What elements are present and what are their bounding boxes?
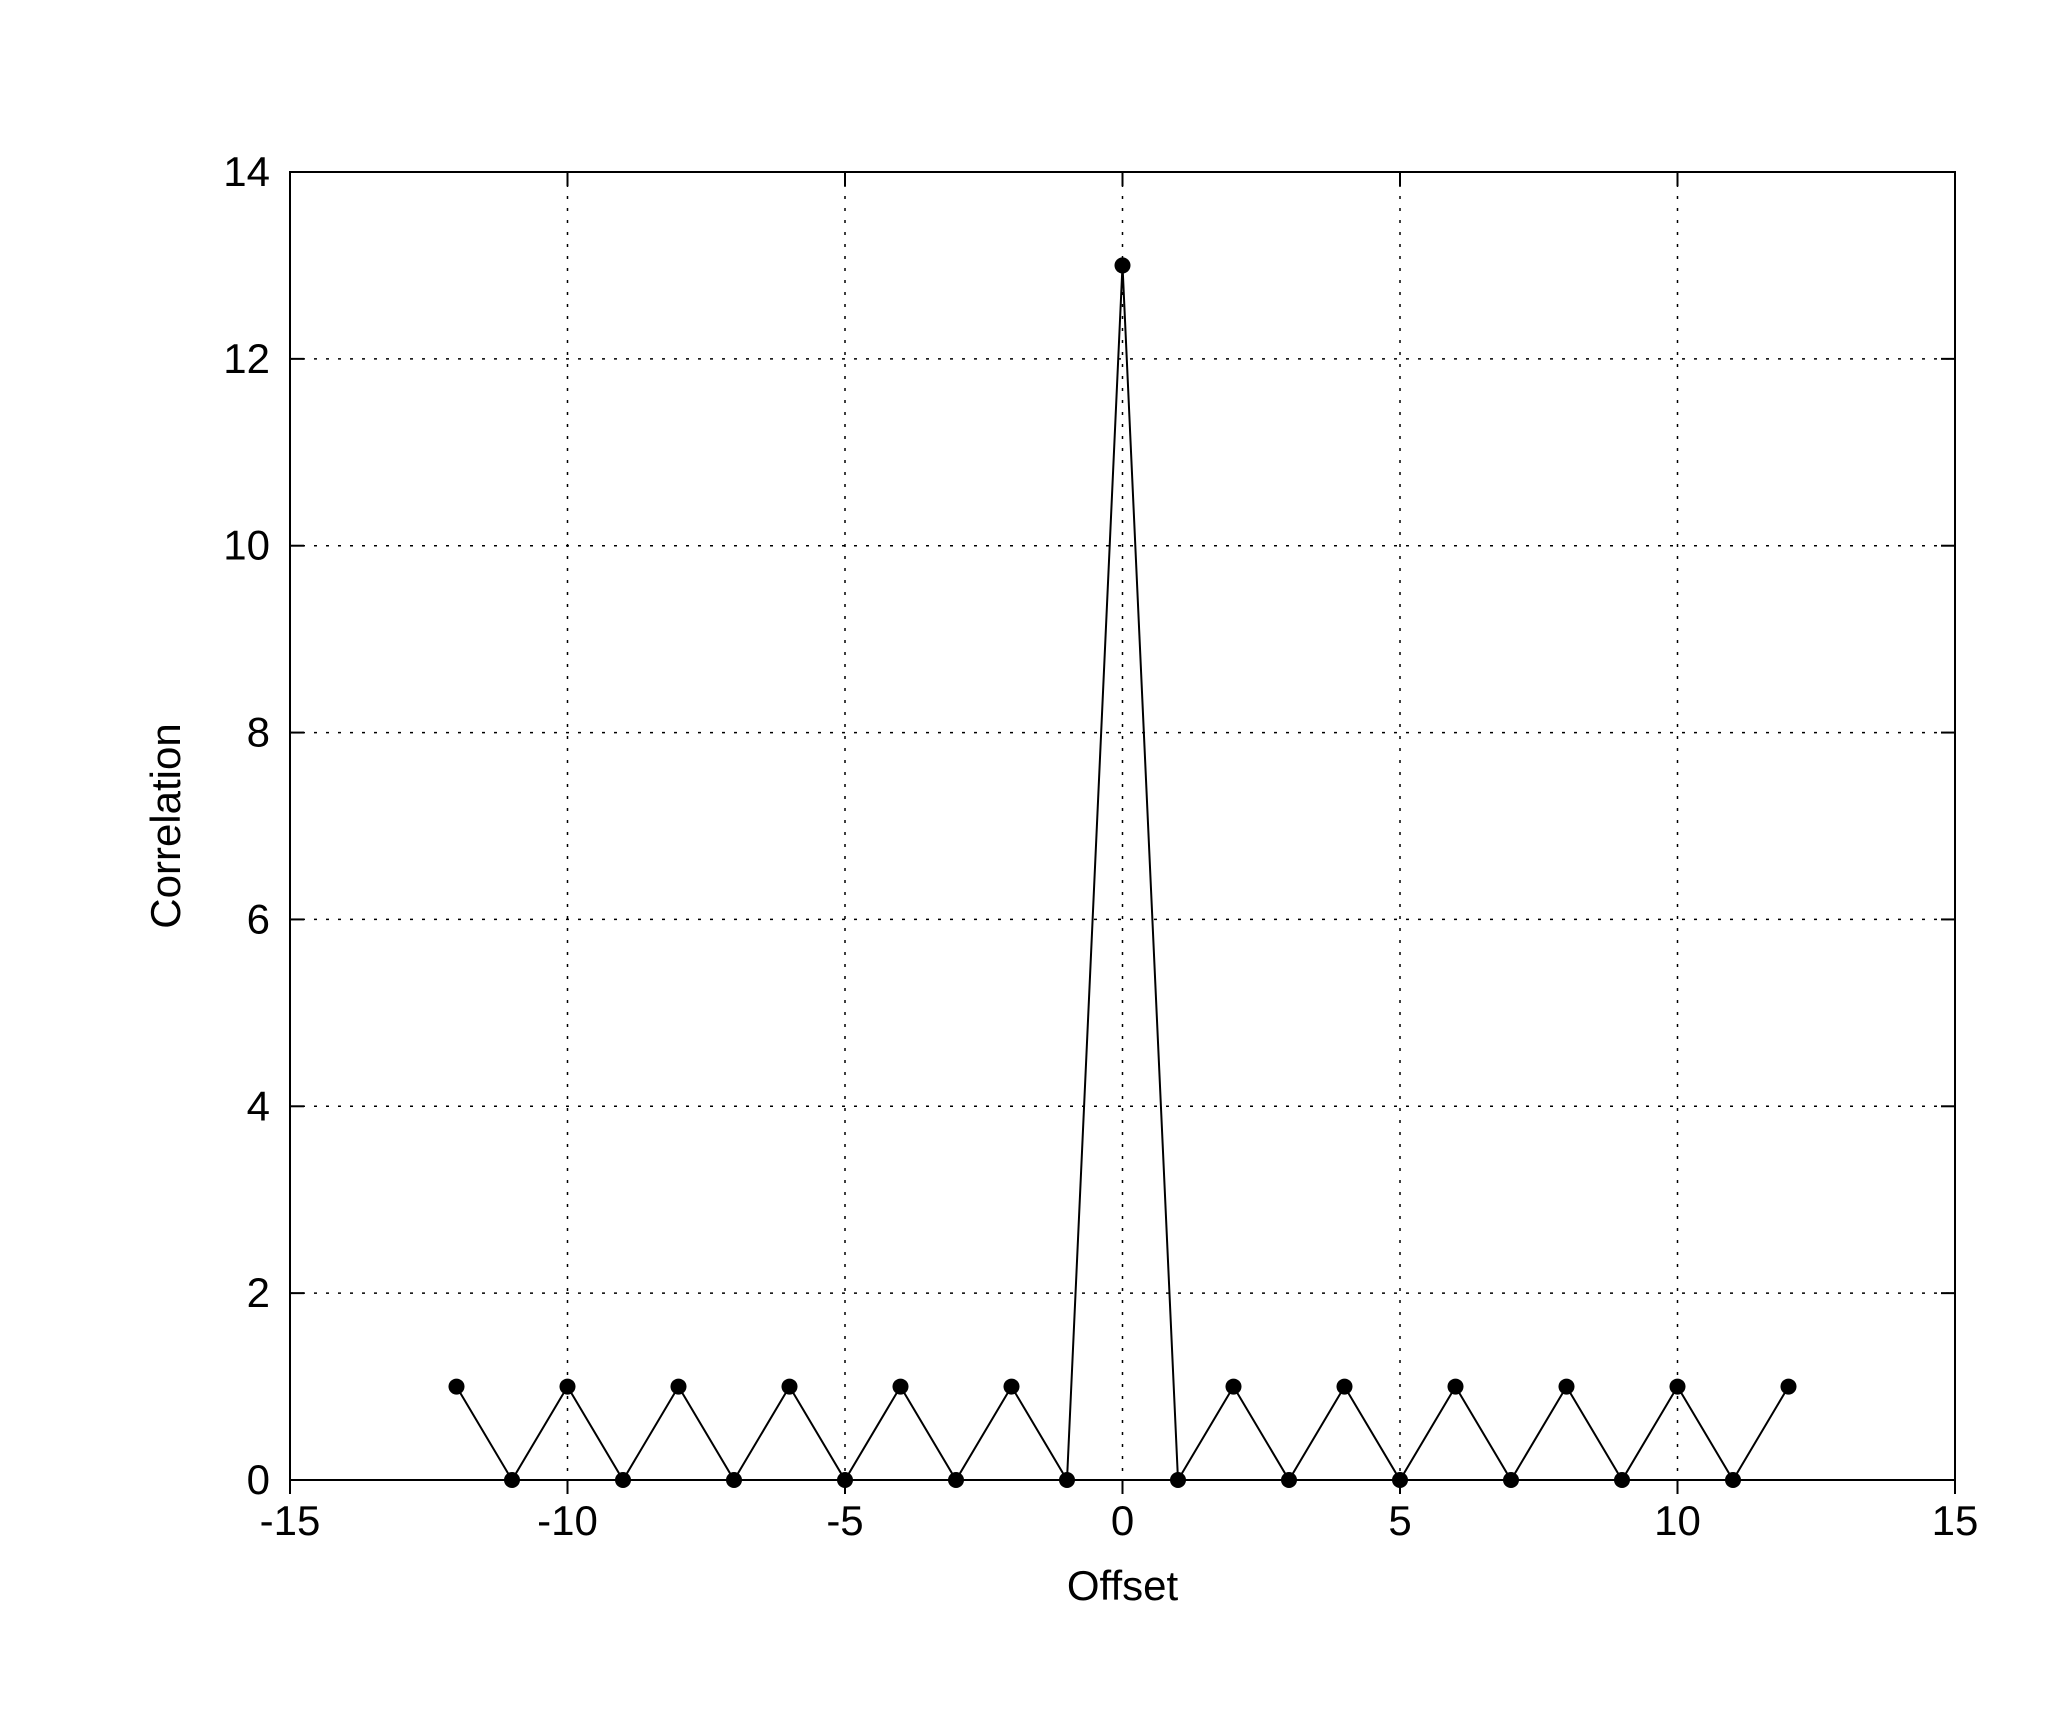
data-marker: [1781, 1379, 1797, 1395]
data-marker: [1614, 1472, 1630, 1488]
y-axis-label: Correlation: [142, 723, 189, 928]
data-marker: [1170, 1472, 1186, 1488]
x-tick-label: -10: [537, 1497, 598, 1544]
y-tick-label: 10: [223, 522, 270, 569]
chart-container: -15 -10 -5 0 5 10 15 0 2 4 6 8 10 12 14 Offset Correlati…: [0, 0, 2066, 1720]
data-marker: [671, 1379, 687, 1395]
data-marker: [615, 1472, 631, 1488]
data-marker: [837, 1472, 853, 1488]
data-marker: [1059, 1472, 1075, 1488]
y-tick-label: 6: [247, 895, 270, 942]
data-marker: [449, 1379, 465, 1395]
x-tick-label: -5: [826, 1497, 863, 1544]
correlation-chart: -15 -10 -5 0 5 10 15 0 2 4 6 8 10 12 14 Offset Correlati…: [0, 0, 2066, 1720]
data-marker: [1337, 1379, 1353, 1395]
y-tick-label: 4: [247, 1082, 270, 1129]
data-marker: [1725, 1472, 1741, 1488]
data-marker: [1115, 257, 1131, 273]
y-tick-label: 12: [223, 335, 270, 382]
data-marker: [782, 1379, 798, 1395]
y-tick-label: 2: [247, 1269, 270, 1316]
x-tick-label: -15: [260, 1497, 321, 1544]
data-marker: [560, 1379, 576, 1395]
data-marker: [1448, 1379, 1464, 1395]
data-marker: [726, 1472, 742, 1488]
x-tick-label: 0: [1111, 1497, 1134, 1544]
x-tick-label: 15: [1932, 1497, 1979, 1544]
chart-background: [0, 0, 2066, 1720]
x-axis-label: Offset: [1067, 1562, 1179, 1609]
data-marker: [1004, 1379, 1020, 1395]
data-marker: [504, 1472, 520, 1488]
y-tick-label: 14: [223, 148, 270, 195]
y-tick-label: 8: [247, 709, 270, 756]
data-marker: [1503, 1472, 1519, 1488]
data-marker: [1226, 1379, 1242, 1395]
y-tick-label: 0: [247, 1456, 270, 1503]
data-marker: [893, 1379, 909, 1395]
data-marker: [1559, 1379, 1575, 1395]
data-marker: [1392, 1472, 1408, 1488]
data-marker: [1670, 1379, 1686, 1395]
x-tick-label: 10: [1654, 1497, 1701, 1544]
data-marker: [948, 1472, 964, 1488]
data-marker: [1281, 1472, 1297, 1488]
x-tick-label: 5: [1388, 1497, 1411, 1544]
